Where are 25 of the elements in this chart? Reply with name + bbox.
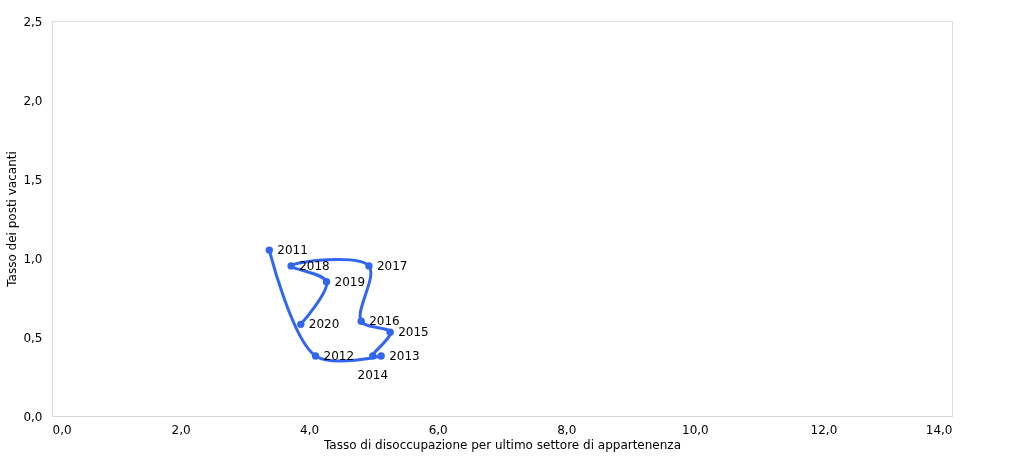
annotation: 2015 <box>398 325 429 340</box>
y-tick-label: 1,0 <box>23 251 43 266</box>
annotation: 2011 <box>277 243 308 258</box>
x-tick-label: 6,0 <box>428 422 448 437</box>
x-tick-label: 8,0 <box>557 422 577 437</box>
annotation: 2020 <box>308 317 340 332</box>
annotation: 2017 <box>376 258 408 273</box>
y-tick-label: 2,5 <box>23 14 43 29</box>
annotation: 2014 <box>357 367 389 382</box>
x-tick-label: 10,0 <box>682 422 709 437</box>
x-tick-label: 14,0 <box>925 422 953 437</box>
annotation: 2016 <box>369 314 400 329</box>
x-axis-title: Tasso di disoccupazione per ultimo settore di appartenenza <box>322 437 682 452</box>
annotation: 2013 <box>389 348 420 363</box>
y-tick-label: 1,5 <box>23 172 43 187</box>
annotation: 2018 <box>299 258 330 273</box>
annotation: 2019 <box>334 274 366 289</box>
x-tick-label: 12,0 <box>810 422 838 437</box>
y-axis-title: Tasso dei posti vacanti <box>5 151 20 288</box>
x-tick-label: 4,0 <box>300 422 320 437</box>
x-tick-label: 0,0 <box>52 422 72 437</box>
x-tick-label: 2,0 <box>171 422 191 437</box>
y-tick-label: 0,0 <box>23 409 43 424</box>
y-tick-label: 0,5 <box>23 330 43 345</box>
y-tick-label: 2,0 <box>23 93 43 108</box>
